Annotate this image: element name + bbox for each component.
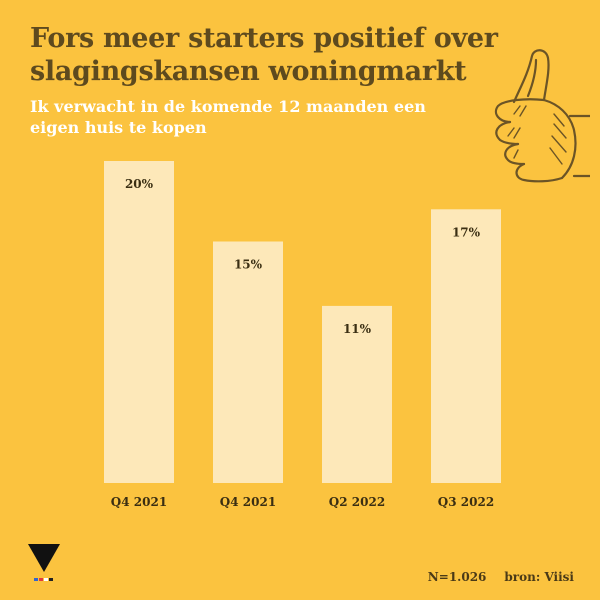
title-line-1: Fors meer starters positief over — [30, 23, 498, 54]
data-label-3: 11% — [343, 322, 372, 336]
bar-4 — [431, 209, 501, 484]
thumbs-up-icon — [494, 49, 590, 183]
data-label-1: 20% — [125, 177, 154, 191]
subtitle-line-2: eigen huis te kopen — [30, 118, 207, 137]
sample-size-note: N=1.026 — [427, 570, 487, 584]
v-logo-icon — [28, 544, 60, 581]
bar-2 — [213, 241, 283, 483]
chart-title: Fors meer starters positief over slaging… — [30, 22, 500, 88]
x-tick-label-4: Q3 2022 — [438, 495, 494, 509]
chart-subtitle: Ik verwacht in de komende 12 maanden een… — [30, 96, 500, 138]
title-line-2: slagingskansen woningmarkt — [30, 56, 467, 87]
chart-footer: N=1.026 bron: Viisi — [410, 570, 574, 584]
x-tick-label-3: Q2 2022 — [329, 495, 385, 509]
bar-1 — [104, 161, 174, 483]
x-tick-label-1: Q4 2021 — [111, 495, 167, 509]
data-label-2: 15% — [234, 258, 263, 272]
bar-3 — [322, 305, 392, 483]
subtitle-line-1: Ik verwacht in de komende 12 maanden een — [30, 97, 426, 116]
source-note: bron: Viisi — [504, 570, 574, 584]
x-tick-label-2: Q4 2021 — [220, 495, 276, 509]
data-label-4: 17% — [452, 225, 481, 239]
